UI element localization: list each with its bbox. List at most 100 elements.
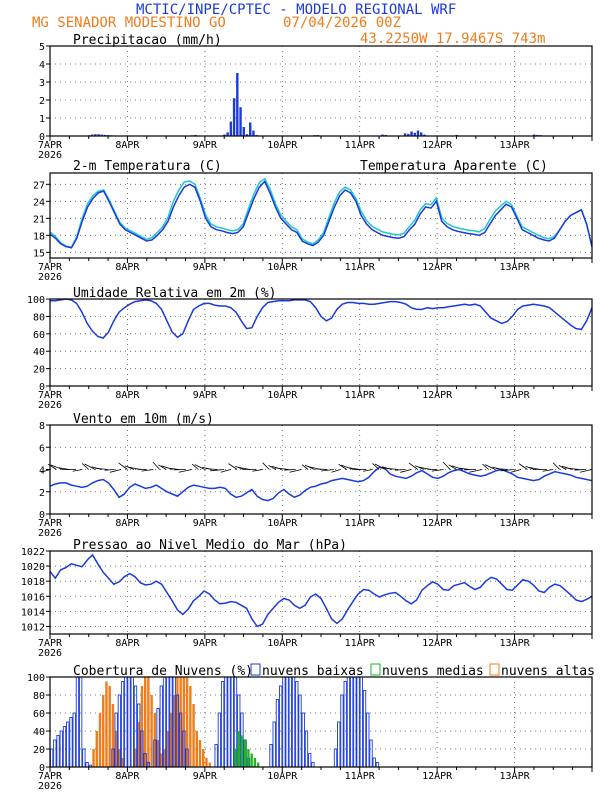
y-tick-label: 80 <box>33 691 45 702</box>
legend-high-clouds: nuvens altas <box>501 664 595 679</box>
precip-bar <box>229 121 233 136</box>
y-tick-label: 100 <box>27 673 45 684</box>
cloud-bar-nuvens-baixas <box>295 681 299 768</box>
wind-arrow <box>40 469 51 473</box>
x-tick-label: 13APR <box>500 771 531 782</box>
x-year-label: 2026 <box>38 781 62 792</box>
wind-arrow <box>152 461 160 470</box>
cloud-bar-nuvens-baixas <box>362 690 367 768</box>
cloud-bar-nuvens-baixas <box>304 730 309 768</box>
x-tick-label: 13APR <box>500 638 531 649</box>
series-line-temp-1 <box>49 177 593 249</box>
wind-arrow <box>178 469 193 473</box>
x-tick-label: 10APR <box>267 771 298 782</box>
cloud-bar-nuvens-baixas <box>72 712 76 768</box>
x-tick-label: 9APR <box>193 262 218 273</box>
panel-frame <box>49 424 593 515</box>
cloud-bar-nuvens-baixas <box>62 726 67 768</box>
precip-bar <box>94 134 97 136</box>
cloud-bar-nuvens-baixas <box>130 676 134 768</box>
cloud-bar-nuvens-baixas <box>66 721 70 768</box>
precip-bar <box>242 127 245 136</box>
cloud-bar-nuvens-medias <box>253 758 257 767</box>
wind-arrow <box>194 464 206 470</box>
y-tick-label: 15 <box>33 248 45 259</box>
cloud-bar-nuvens-baixas <box>53 739 57 768</box>
x-tick-label: 10APR <box>267 390 298 401</box>
cloud-bar-nuvens-altas <box>156 740 160 767</box>
cloud-bar-nuvens-baixas <box>359 676 363 768</box>
wind-arrow <box>394 469 405 471</box>
cloud-bar-nuvens-altas <box>160 753 163 767</box>
precip-bar <box>245 134 249 136</box>
panel-pres: 1012 1014 1016 1018 1020 1022 7APR 8APR 9APR 10AP… <box>21 547 593 659</box>
panel-frame <box>49 298 593 387</box>
x-tick-label: 9APR <box>193 771 218 782</box>
wind-arrow <box>542 469 554 472</box>
x-tick-label: 11APR <box>345 390 376 401</box>
cloud-bar-nuvens-medias <box>240 735 244 767</box>
wind-arrow <box>268 465 277 470</box>
x-tick-label: 8APR <box>115 518 140 529</box>
x-tick-label: 8APR <box>115 262 140 273</box>
legend-swatch-mid <box>370 663 381 676</box>
y-tick-label: 4 <box>39 60 45 71</box>
series-line-rh-0 <box>50 298 593 339</box>
cloud-bar-nuvens-altas <box>111 704 115 767</box>
x-tick-label: 8APR <box>115 638 140 649</box>
panel-wind: 0 2 4 6 8 7APR 8APR 9APR 10APR 11APR 12APR 13APR 202… <box>38 421 593 539</box>
cloud-bar-nuvens-baixas <box>275 699 280 768</box>
panel-precip: 0 1 2 3 4 5 7APR 8APR 9APR 10APR 11APR 12APR 13APR 20… <box>38 42 593 161</box>
wind-arrow <box>118 462 128 470</box>
cloud-bar-nuvens-baixas <box>311 762 315 768</box>
cloud-bar-nuvens-medias <box>250 753 253 767</box>
cloud-bar-nuvens-baixas <box>127 676 131 768</box>
y-tick-label: 27 <box>33 180 45 191</box>
cloud-bar-nuvens-baixas <box>85 762 89 768</box>
y-tick-label: 2 <box>39 488 45 499</box>
cloud-bar-nuvens-altas <box>108 686 111 767</box>
wind-arrow <box>338 463 348 470</box>
wind-arrow <box>400 469 412 473</box>
header-coords: 43.2250W 17.9467S 743m <box>360 31 545 47</box>
cloud-bar-nuvens-baixas <box>75 676 80 768</box>
wind-arrow <box>301 464 309 470</box>
wind-arrow <box>158 464 167 470</box>
wind-arrow <box>205 468 218 470</box>
cloud-bar-nuvens-baixas <box>340 694 344 768</box>
cloud-bar-nuvens-medias <box>234 749 237 767</box>
wind-arrow <box>262 462 270 470</box>
precip-bar <box>381 134 384 136</box>
x-tick-label: 8APR <box>115 140 140 151</box>
cloud-bar-nuvens-altas <box>114 731 118 767</box>
wind-arrow <box>448 464 457 470</box>
wind-arrow <box>459 467 470 470</box>
cloud-bar-nuvens-medias <box>256 762 260 767</box>
cloud-bar-nuvens-baixas <box>356 676 360 768</box>
precip-bar <box>416 130 420 136</box>
x-tick-label: 13APR <box>500 518 531 529</box>
cloud-bar-nuvens-altas <box>198 740 202 767</box>
cloud-bar-nuvens-altas <box>121 758 124 767</box>
y-tick-label: 100 <box>27 295 45 306</box>
y-tick-label: 1 <box>39 114 45 125</box>
cloud-bar-nuvens-altas <box>182 677 186 767</box>
y-tick-label: 0 <box>39 132 45 143</box>
wind-arrow <box>228 463 238 470</box>
header-run: 07/04/2026 00Z <box>283 15 401 31</box>
cloud-bar-nuvens-baixas <box>372 757 376 768</box>
cloud-bar-nuvens-baixas <box>220 681 225 768</box>
cloud-bar-nuvens-baixas <box>301 712 305 768</box>
x-tick-label: 9APR <box>193 390 218 401</box>
x-tick-label: 10APR <box>267 140 298 151</box>
x-tick-label: 12APR <box>422 140 453 151</box>
cloud-bar-nuvens-altas <box>192 704 195 767</box>
cloud-bar-nuvens-baixas <box>82 748 86 768</box>
cloud-bar-nuvens-baixas <box>227 676 231 768</box>
wind-arrow <box>274 467 289 470</box>
x-tick-label: 9APR <box>193 638 218 649</box>
y-tick-label: 1022 <box>21 547 45 558</box>
wind-arrow <box>518 463 528 470</box>
x-year-label: 2026 <box>38 150 62 161</box>
wind-arrow <box>104 469 115 471</box>
